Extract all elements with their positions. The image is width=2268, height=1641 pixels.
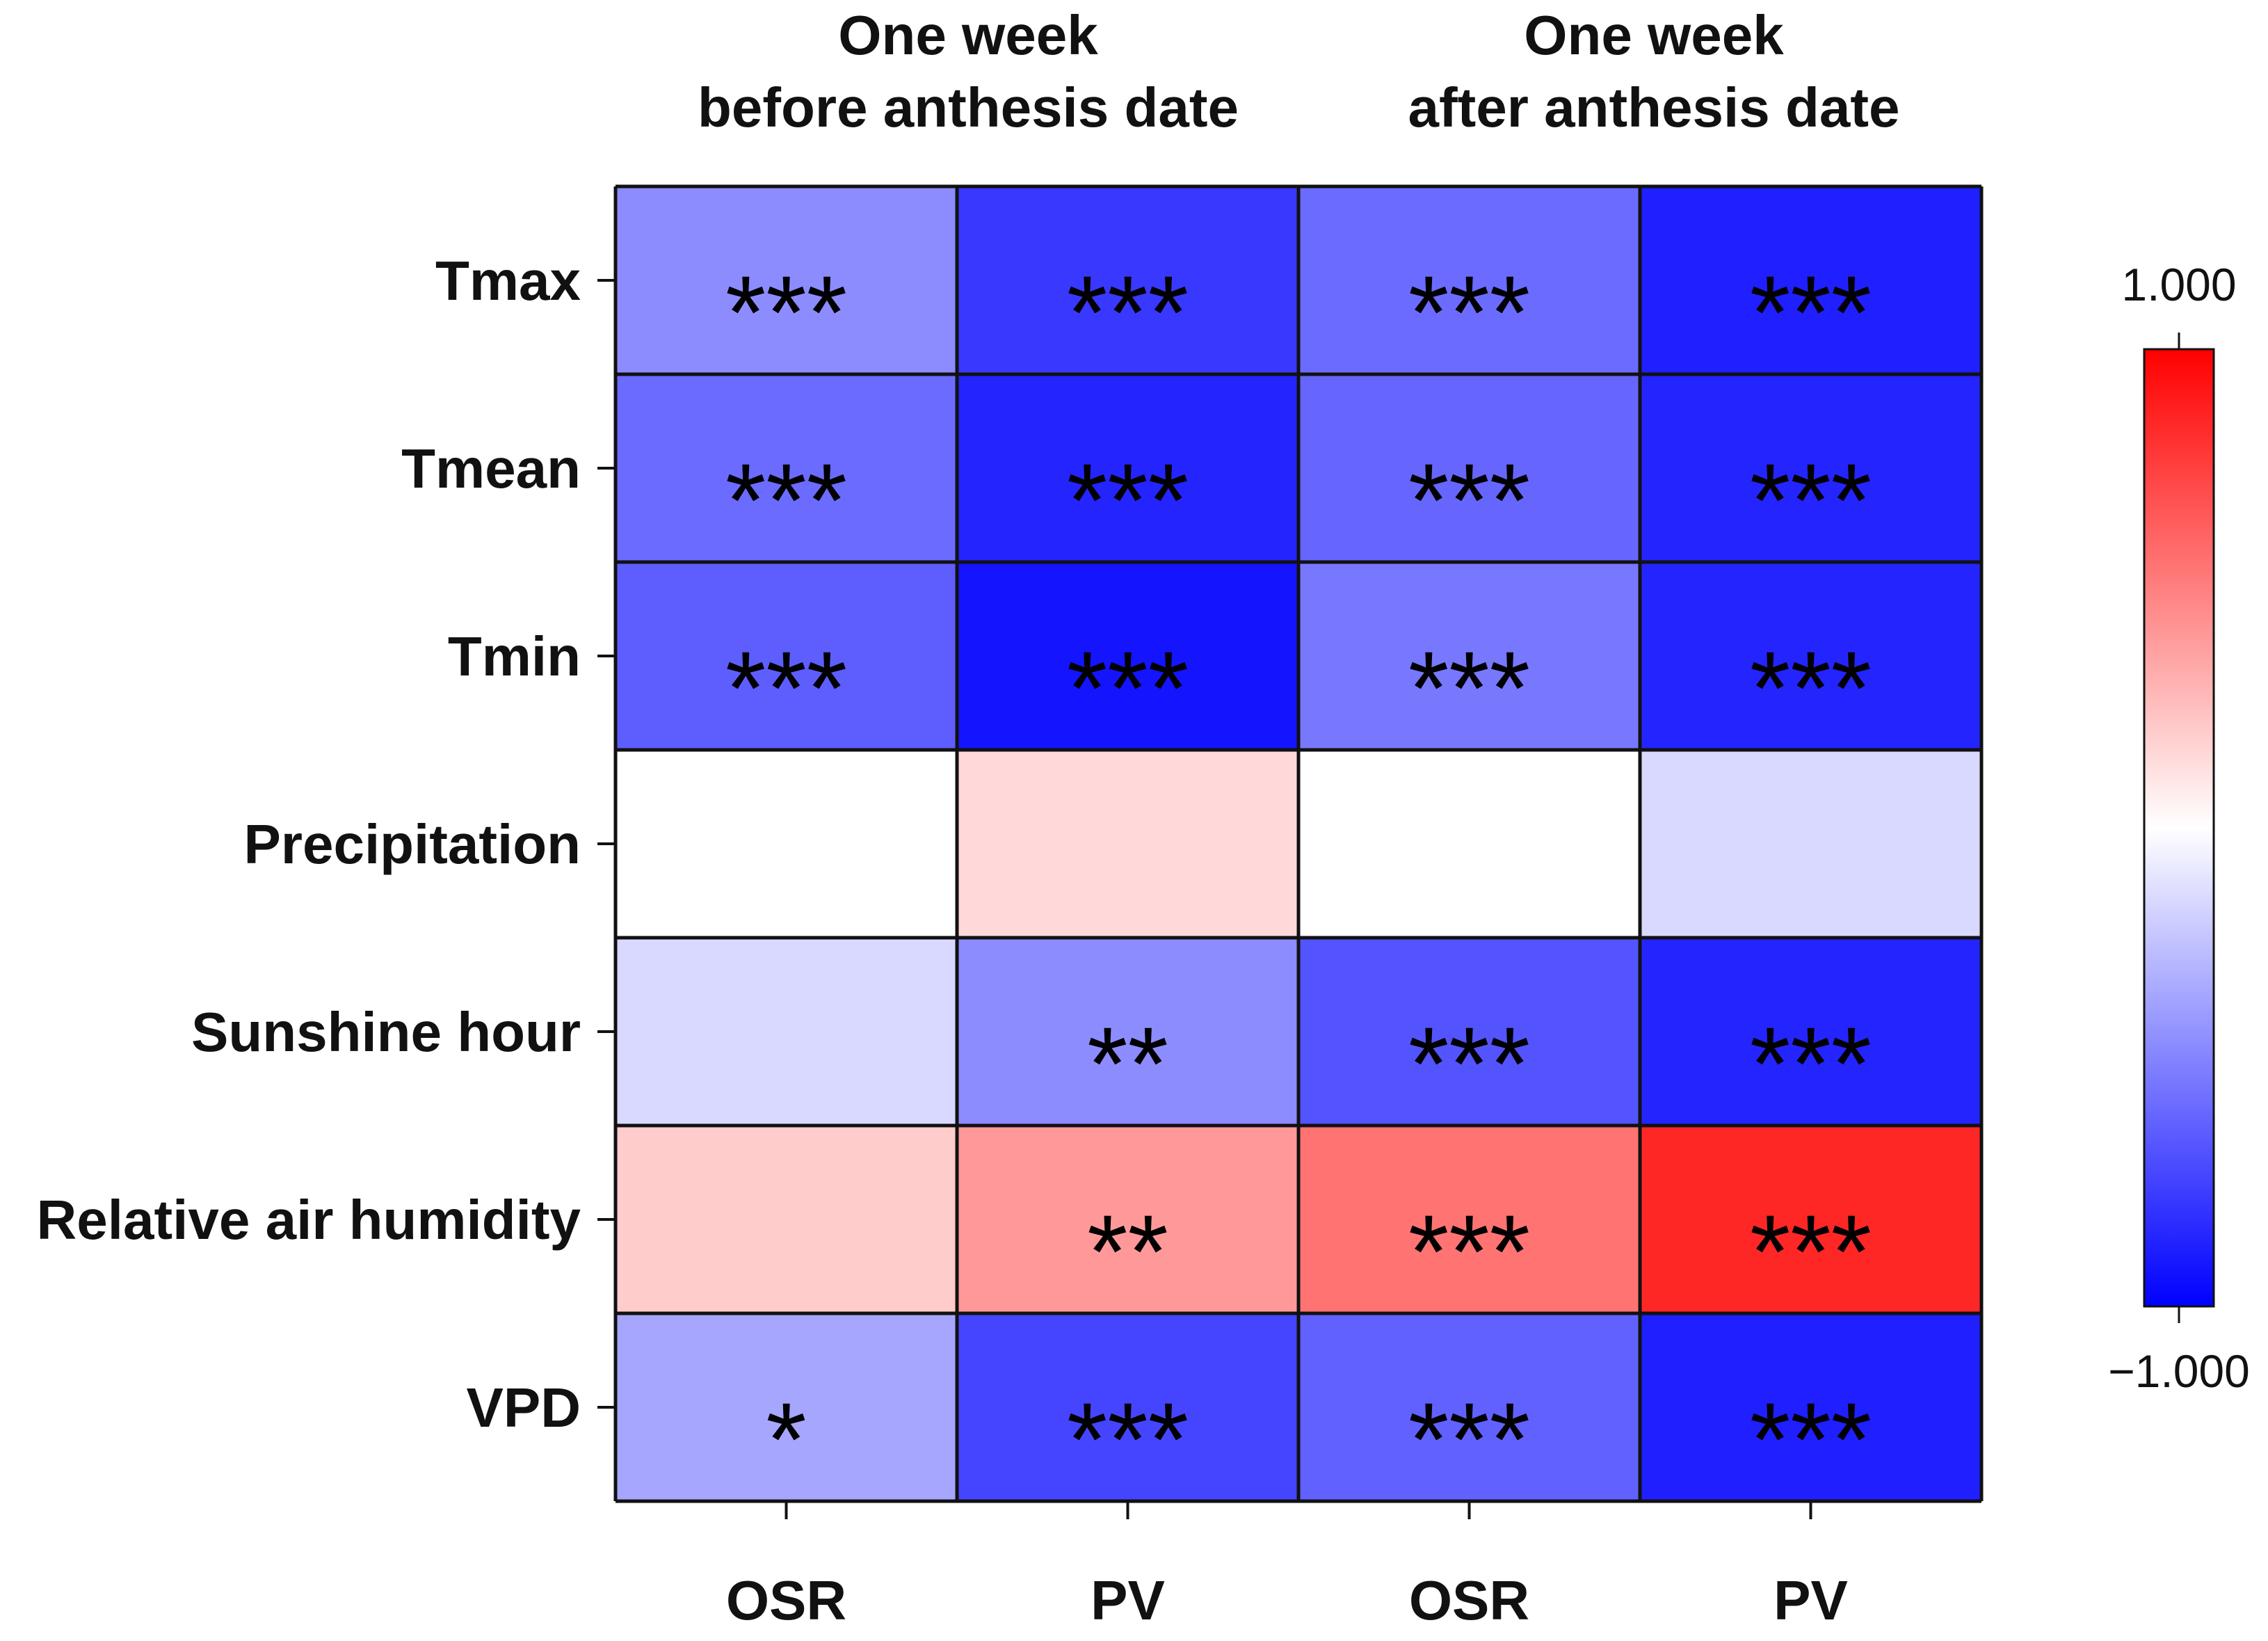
colorbar-legend: 1.000 −1.000 <box>2108 259 2250 1397</box>
significance-mark-tmin-col-2: *** <box>1067 630 1189 746</box>
heatmap-cell-tmax-col-2 <box>957 186 1298 374</box>
row-label-relative-air-humidity: Relative air humidity <box>37 1189 581 1251</box>
heatmap-cell-precipitation-col-1 <box>616 750 957 938</box>
heatmap-cell-relative-air-humidity-col-4 <box>1640 1126 1981 1313</box>
heatmap-cell-precipitation-col-2 <box>957 750 1298 938</box>
heatmap-cell-tmin-col-4 <box>1640 562 1981 750</box>
row-labels: Tmax Tmean Tmin Precipitation Sunshine hour R… <box>37 250 616 1439</box>
significance-mark-tmean-col-4: *** <box>1750 442 1872 559</box>
group-title-after-line1: One week <box>1524 4 1784 66</box>
significance-mark-relative-air-humidity-col-4: *** <box>1750 1193 1872 1310</box>
heatmap-cell-tmin-col-1 <box>616 562 957 750</box>
heatmap-cell-relative-air-humidity-col-1 <box>616 1126 957 1313</box>
significance-mark-tmin-col-1: *** <box>725 630 847 746</box>
colorbar-max-label: 1.000 <box>2121 259 2236 310</box>
column-label-pv-2: PV <box>1091 1569 1165 1631</box>
heatmap-cell-sunshine-hour-col-1 <box>616 938 957 1126</box>
heatmap-grid <box>613 184 1984 1503</box>
significance-mark-vpd-col-3: *** <box>1408 1381 1530 1498</box>
heatmap-cell-tmean-col-1 <box>616 374 957 562</box>
heatmap-cell-tmean-col-2 <box>957 374 1298 562</box>
significance-mark-tmean-col-2: *** <box>1067 442 1189 559</box>
significance-mark-relative-air-humidity-col-2: ** <box>1087 1193 1168 1310</box>
significance-mark-sunshine-hour-col-2: ** <box>1087 1005 1168 1122</box>
heatmap-cell-vpd-col-1 <box>616 1313 957 1501</box>
row-label-tmin: Tmin <box>448 625 581 687</box>
heatmap-cell-vpd-col-4 <box>1640 1313 1981 1501</box>
significance-mark-sunshine-hour-col-3: *** <box>1408 1005 1530 1122</box>
heatmap-cell-tmin-col-3 <box>1298 562 1640 750</box>
significance-mark-tmean-col-3: *** <box>1408 442 1530 559</box>
heatmap-cell-sunshine-hour-col-2 <box>957 938 1298 1126</box>
heatmap-cell-relative-air-humidity-col-3 <box>1298 1126 1640 1313</box>
heatmap-cell-tmax-col-4 <box>1640 186 1981 374</box>
significance-mark-vpd-col-1: * <box>766 1381 806 1498</box>
heatmap-cell-tmax-col-1 <box>616 186 957 374</box>
column-labels: OSR PV OSR PV <box>726 1501 1848 1631</box>
heatmap-cell-relative-air-humidity-col-2 <box>957 1126 1298 1313</box>
row-label-sunshine-hour: Sunshine hour <box>191 1001 581 1063</box>
row-label-tmean: Tmean <box>401 438 581 499</box>
column-label-pv-4: PV <box>1774 1569 1848 1631</box>
heatmap-cell-precipitation-col-3 <box>1298 750 1640 938</box>
significance-mark-relative-air-humidity-col-3: *** <box>1408 1193 1530 1310</box>
group-title-before-line2: before anthesis date <box>698 77 1239 138</box>
significance-mark-vpd-col-2: *** <box>1067 1381 1189 1498</box>
significance-marks: *** *** *** ****** *** *** ****** *** *** ***** **… <box>725 254 1872 1498</box>
heatmap-cells <box>616 186 1981 1501</box>
heatmap-cell-tmean-col-4 <box>1640 374 1981 562</box>
significance-mark-tmax-col-1: *** <box>725 254 847 371</box>
column-label-osr-1: OSR <box>726 1569 846 1631</box>
significance-mark-tmean-col-1: *** <box>725 442 847 559</box>
heatmap-cell-precipitation-col-4 <box>1640 750 1981 938</box>
heatmap-cell-tmean-col-3 <box>1298 374 1640 562</box>
significance-mark-tmax-col-2: *** <box>1067 254 1189 371</box>
heatmap-cell-sunshine-hour-col-4 <box>1640 938 1981 1126</box>
significance-mark-vpd-col-4: *** <box>1750 1381 1872 1498</box>
column-label-osr-3: OSR <box>1409 1569 1529 1631</box>
colorbar-min-label: −1.000 <box>2108 1345 2250 1397</box>
heatmap-cell-sunshine-hour-col-3 <box>1298 938 1640 1126</box>
significance-mark-sunshine-hour-col-4: *** <box>1750 1005 1872 1122</box>
row-label-precipitation: Precipitation <box>243 813 581 875</box>
heatmap-cell-vpd-col-2 <box>957 1313 1298 1501</box>
heatmap-cell-tmin-col-2 <box>957 562 1298 750</box>
row-label-vpd: VPD <box>467 1377 581 1439</box>
significance-mark-tmax-col-3: *** <box>1408 254 1530 371</box>
heatmap-cell-tmax-col-3 <box>1298 186 1640 374</box>
heatmap-cell-vpd-col-3 <box>1298 1313 1640 1501</box>
significance-mark-tmin-col-4: *** <box>1750 630 1872 746</box>
colorbar-gradient-bar <box>2143 348 2215 1308</box>
group-title-after-line2: after anthesis date <box>1408 77 1900 138</box>
significance-mark-tmin-col-3: *** <box>1408 630 1530 746</box>
significance-mark-tmax-col-4: *** <box>1750 254 1872 371</box>
row-label-tmax: Tmax <box>435 250 581 312</box>
group-title-before-line1: One week <box>838 4 1098 66</box>
